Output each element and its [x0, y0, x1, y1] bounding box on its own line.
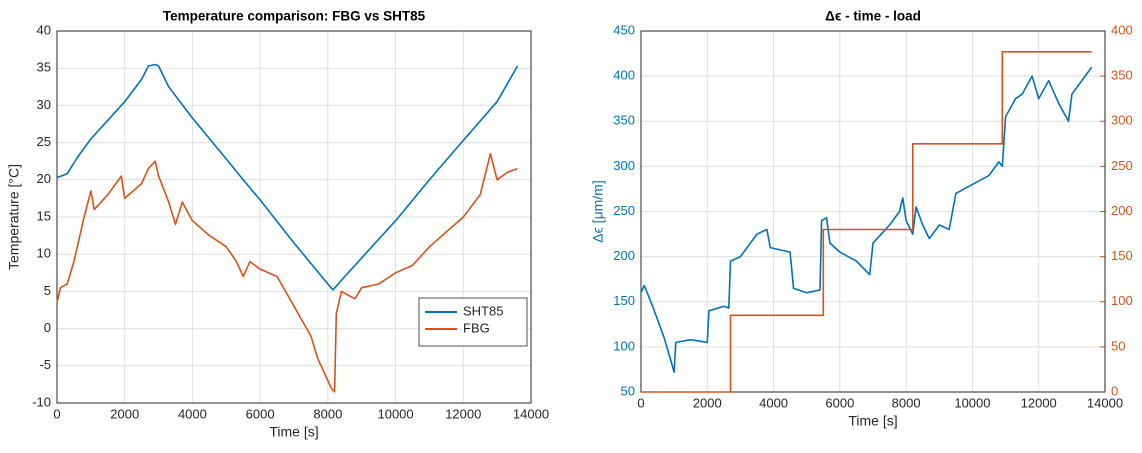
y2-tick-label: 200	[1111, 203, 1133, 218]
x-tick-label: 8000	[892, 395, 921, 410]
y2-tick-label: 300	[1111, 113, 1133, 128]
y2-tick-label: 400	[1111, 22, 1133, 37]
x-tick-label: 4000	[759, 395, 788, 410]
x-tick-label: 0	[637, 395, 644, 410]
data-line	[641, 51, 1092, 393]
x-axis-label: Time [s]	[848, 413, 897, 429]
x-tick-label: 0	[53, 406, 60, 421]
y-tick-label: 300	[613, 158, 635, 173]
y-tick-label: 15	[37, 208, 51, 223]
x-tick-label: 10000	[954, 395, 990, 410]
y-tick-label: 50	[621, 383, 635, 398]
legend-label: FBG	[463, 320, 490, 335]
y2-tick-label: 50	[1111, 338, 1125, 353]
x-tick-label: 10000	[377, 406, 413, 421]
data-line	[56, 153, 518, 393]
y2-tick-label: 350	[1111, 68, 1133, 83]
y-tick-label: 100	[613, 338, 635, 353]
y-tick-label: 35	[37, 60, 51, 75]
y-tick-label: 400	[613, 68, 635, 83]
y-tick-label: 250	[613, 203, 635, 218]
y-tick-label: 0	[44, 320, 51, 335]
data-line	[640, 66, 1093, 373]
plot-frame	[640, 30, 1106, 393]
data-line	[56, 63, 519, 291]
x-tick-label: 12000	[1021, 395, 1057, 410]
y2-tick-label: 150	[1111, 248, 1133, 263]
x-tick-label: 2000	[110, 406, 139, 421]
x-axis-label: Time [s]	[269, 424, 318, 440]
y-axis-label: Δϵ [μm/m]	[590, 180, 606, 243]
x-tick-label: 4000	[178, 406, 207, 421]
y-tick-label: 25	[37, 134, 51, 149]
y-tick-label: 150	[613, 293, 635, 308]
x-tick-label: 14000	[513, 406, 549, 421]
x-tick-label: 6000	[246, 406, 275, 421]
y-tick-label: 20	[37, 171, 51, 186]
y-tick-label: 10	[37, 246, 51, 261]
y-tick-label: 40	[37, 22, 51, 37]
y-tick-label: -10	[32, 394, 51, 409]
x-tick-label: 6000	[825, 395, 854, 410]
x-tick-label: 8000	[313, 406, 342, 421]
y-tick-label: 30	[37, 97, 51, 112]
y-tick-label: 450	[613, 22, 635, 37]
legend-label: SHT85	[463, 303, 503, 318]
x-tick-label: 12000	[445, 406, 481, 421]
y2-tick-label: 250	[1111, 158, 1133, 173]
plot-frame	[56, 30, 532, 404]
y-tick-label: 350	[613, 113, 635, 128]
y-tick-label: 200	[613, 248, 635, 263]
y-axis-label: Temperature [°C]	[6, 164, 22, 270]
x-tick-label: 2000	[693, 395, 722, 410]
y-tick-label: 5	[44, 283, 51, 298]
chart-title: Temperature comparison: FBG vs SHT85	[163, 9, 426, 24]
y-tick-label: -5	[39, 357, 51, 372]
x-tick-label: 14000	[1087, 395, 1123, 410]
legend-box	[418, 297, 528, 347]
chart-title: Δϵ - time - load	[825, 9, 921, 24]
y2-tick-label: 0	[1111, 383, 1118, 398]
y2-tick-label: 100	[1111, 293, 1133, 308]
